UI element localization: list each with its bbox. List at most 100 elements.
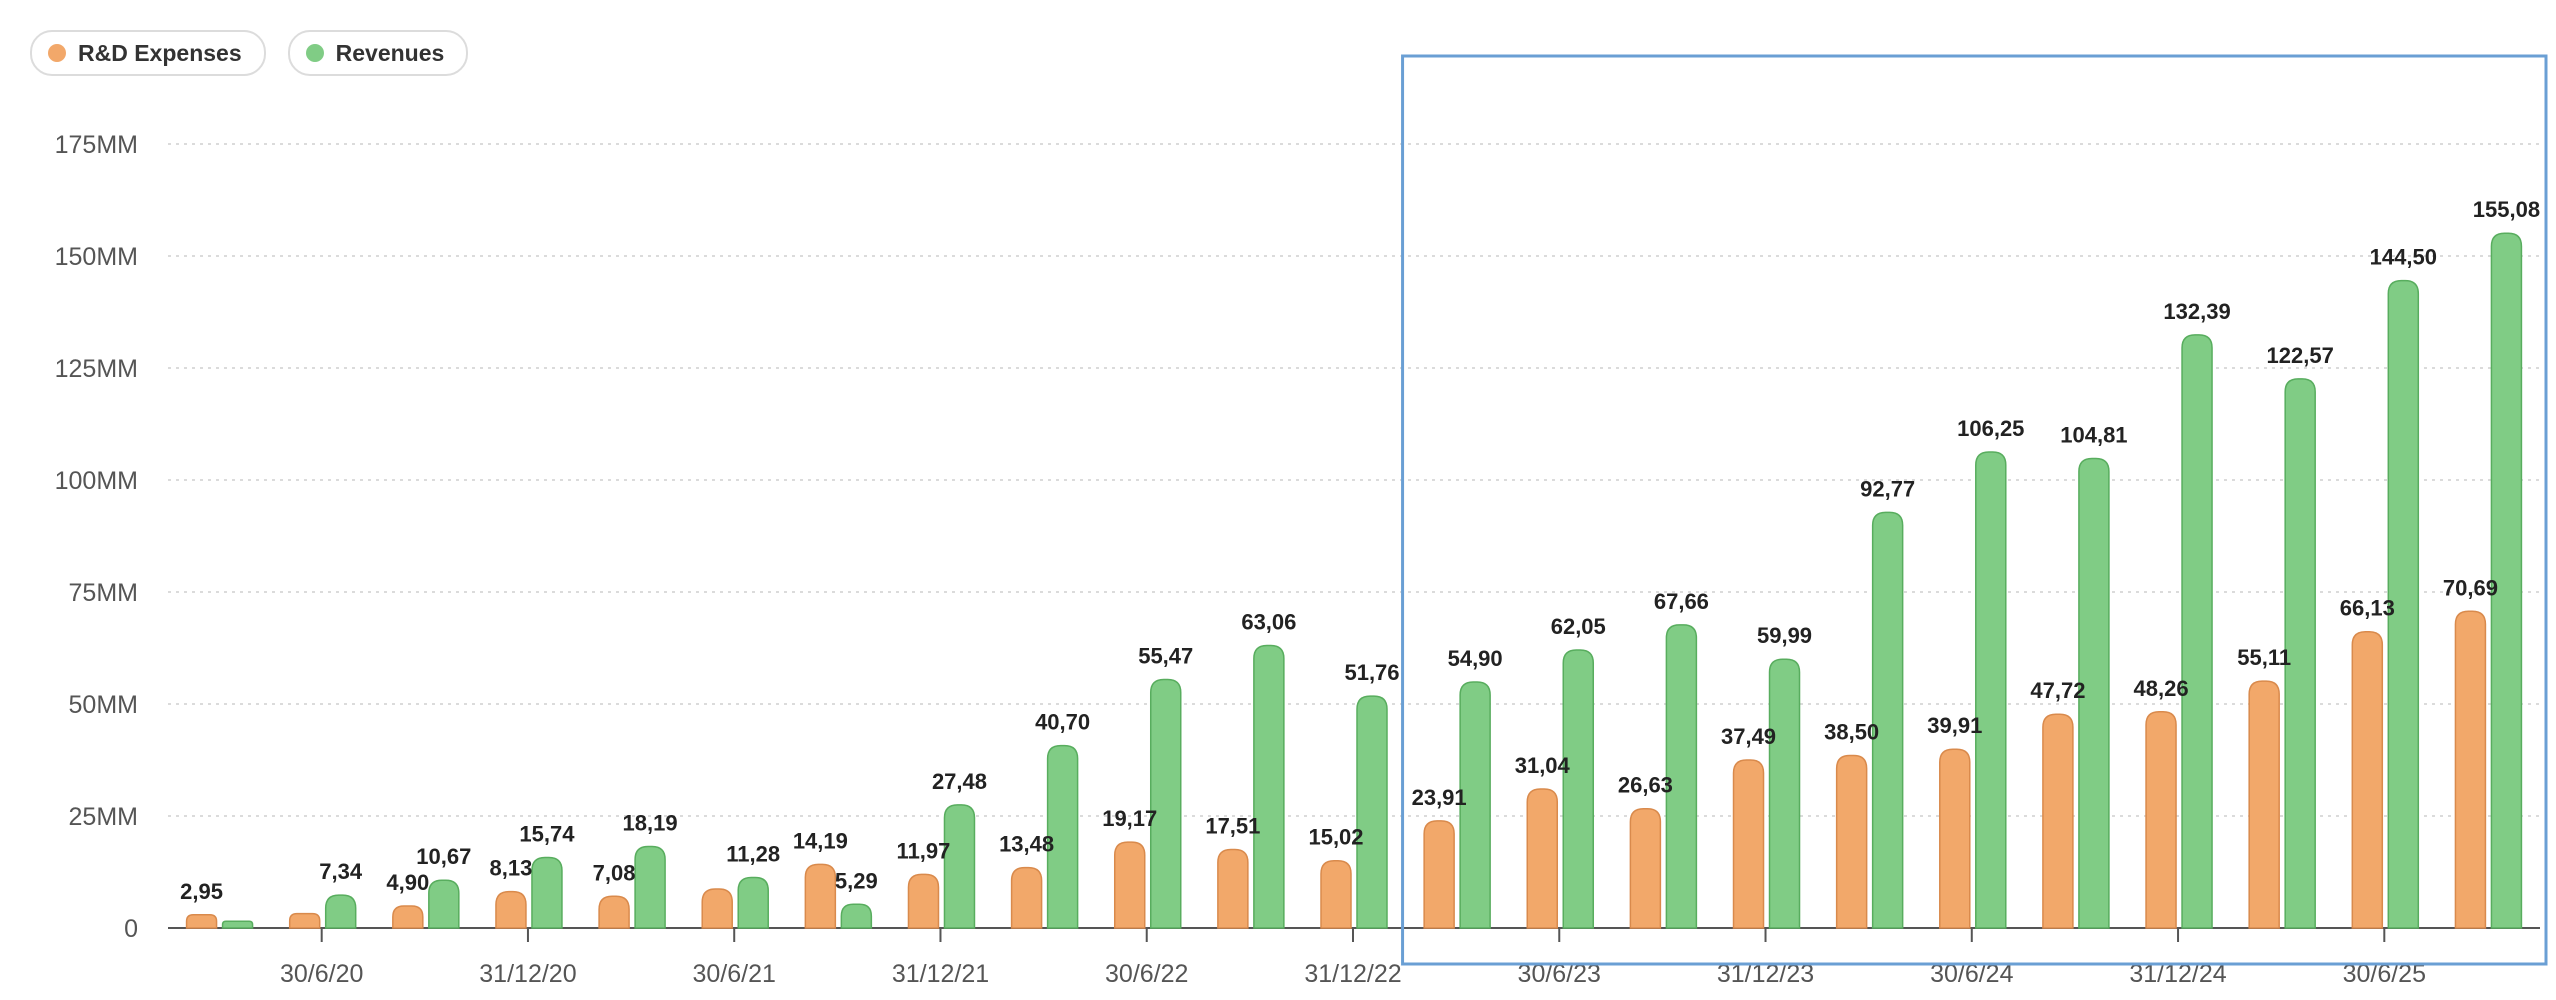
rd-bar [1113, 841, 1146, 929]
revenue-bar [2387, 279, 2420, 929]
rd-data-label: 7,08 [593, 860, 636, 885]
legend-item-revenues[interactable]: Revenues [287, 30, 469, 76]
revenue-bar [1768, 658, 1801, 929]
revenue-bar [324, 894, 357, 929]
revenue-data-label: 106,25 [1957, 416, 2024, 441]
highlight-box [1401, 54, 2548, 966]
revenue-bar [2181, 334, 2213, 929]
legend: R&D Expenses Revenues [30, 30, 469, 76]
revenue-bar [1871, 511, 1904, 929]
revenue-data-label: 59,99 [1757, 623, 1812, 648]
x-tick-label: 31/12/22 [1304, 960, 1401, 988]
revenue-data-label: 11,28 [726, 841, 780, 866]
rd-bar [701, 888, 733, 929]
rd-data-label: 17,51 [1205, 814, 1260, 839]
revenue-data-label: 10,67 [416, 844, 471, 869]
rd-bar [1320, 859, 1352, 929]
revenue-data-label: 104,81 [2060, 422, 2127, 447]
revenue-data-label: 63,06 [1241, 609, 1296, 634]
y-tick-label: 175MM [55, 131, 138, 159]
rd-data-label: 39,91 [1927, 713, 1982, 738]
legend-dot-rd-icon [48, 44, 66, 62]
rd-bar [495, 890, 527, 929]
rd-data-label: 31,04 [1515, 753, 1571, 778]
legend-label-revenues: Revenues [335, 39, 445, 66]
revenue-data-label: 7,34 [319, 859, 363, 884]
revenue-bar [1253, 644, 1285, 929]
rd-data-label: 37,49 [1721, 724, 1776, 749]
revenue-data-label: 62,05 [1551, 614, 1606, 639]
revenue-bar [943, 804, 976, 929]
legend-dot-revenues-icon [305, 44, 324, 62]
rd-data-label: 48,26 [2134, 676, 2189, 701]
x-tick-label: 30/6/20 [280, 960, 363, 988]
revenue-bar [1459, 681, 1491, 929]
rd-data-label: 8,13 [490, 856, 533, 881]
rd-data-label: 11,97 [897, 838, 951, 863]
rd-bar [185, 914, 218, 929]
rd-data-label: 23,91 [1412, 785, 1467, 810]
rd-data-label: 66,13 [2340, 596, 2395, 621]
rd-bar [392, 905, 424, 929]
rd-bar [1629, 807, 1662, 929]
revenue-bar [634, 845, 666, 929]
revenue-bar [2490, 232, 2523, 929]
rd-bar [1526, 788, 1559, 929]
rd-bar [2454, 610, 2487, 929]
revenue-data-label: 51,76 [1344, 660, 1399, 685]
x-tick-label: 31/12/21 [892, 960, 989, 988]
rd-bar [1732, 759, 1765, 929]
revenue-bar [531, 856, 563, 929]
revenue-bar [2284, 378, 2316, 929]
revenue-data-label: 15,74 [519, 821, 575, 846]
revenue-data-label: 5,29 [835, 868, 878, 893]
y-tick-label: 50MM [69, 691, 138, 719]
rd-bar [1835, 754, 1868, 929]
rd-data-label: 13,48 [999, 832, 1054, 857]
rd-data-label: 38,50 [1824, 720, 1879, 745]
rd-data-label: 19,17 [1102, 806, 1157, 831]
revenue-data-label: 122,57 [2267, 343, 2334, 368]
rd-bar [2042, 713, 2074, 929]
y-tick-label: 125MM [55, 355, 138, 383]
revenue-data-label: 18,19 [623, 811, 678, 836]
rd-bar [1939, 748, 1971, 929]
legend-label-rd: R&D Expenses [78, 39, 242, 66]
rd-data-label: 70,69 [2443, 575, 2498, 600]
legend-item-rd-expenses[interactable]: R&D Expenses [30, 30, 266, 76]
rd-data-label: 4,90 [386, 870, 429, 895]
revenue-bar [1356, 695, 1388, 929]
rd-bar [2145, 711, 2177, 929]
y-tick-label: 150MM [55, 243, 138, 271]
rd-data-label: 2,95 [180, 879, 223, 904]
rd-bar [288, 912, 321, 929]
revenue-bar [1149, 678, 1182, 929]
revenue-data-label: 27,48 [932, 769, 987, 794]
rd-bar [2248, 680, 2280, 929]
y-tick-label: 0 [124, 915, 138, 943]
revenue-bar [2078, 457, 2110, 929]
rd-bar [598, 895, 630, 929]
revenue-data-label: 55,47 [1138, 643, 1193, 668]
y-tick-label: 25MM [69, 803, 138, 831]
revenue-data-label: 144,50 [2370, 245, 2437, 270]
rd-data-label: 26,63 [1618, 773, 1673, 798]
rd-bar [804, 863, 837, 929]
x-tick-label: 31/12/20 [479, 960, 576, 988]
rd-bar [907, 873, 940, 929]
revenue-bar [737, 876, 769, 929]
rd-bar [2351, 630, 2384, 929]
revenue-data-label: 40,70 [1035, 710, 1090, 735]
revenue-data-label: 54,90 [1448, 646, 1503, 671]
revenue-bar [221, 920, 254, 929]
rd-data-label: 47,72 [2030, 678, 2085, 703]
revenue-bar [1665, 624, 1698, 929]
revenue-data-label: 132,39 [2163, 299, 2230, 324]
rd-bar [1217, 848, 1249, 929]
revenue-bar [1562, 649, 1595, 929]
rd-data-label: 14,19 [793, 828, 848, 853]
revenue-bar [840, 903, 873, 929]
x-tick-label: 30/6/21 [693, 960, 776, 988]
revenue-bar [428, 879, 460, 929]
revenue-data-label: 92,77 [1860, 476, 1915, 501]
